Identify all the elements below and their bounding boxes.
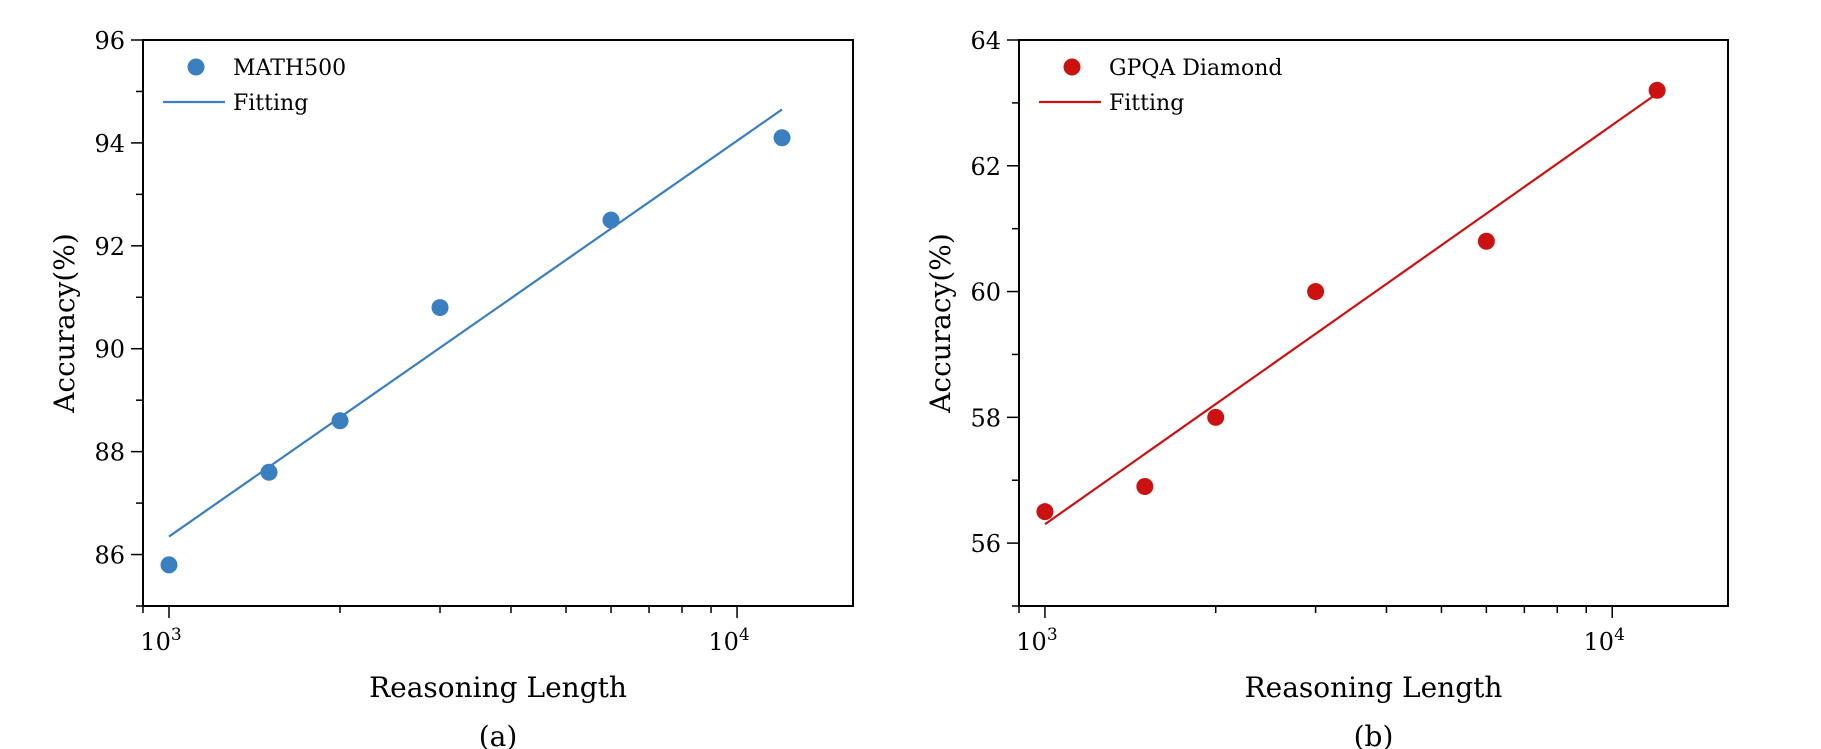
y-tick-label: 64	[970, 27, 1001, 55]
y-axis-title: Accuracy(%)	[48, 233, 81, 414]
legend-label-points: MATH500	[233, 56, 346, 81]
panel-b: 56 58 60 62 64 103 104 Reasoning Length Accuracy…	[924, 27, 1729, 749]
y-axis-title: Accuracy(%)	[924, 233, 957, 414]
x-axis-title: Reasoning Length	[369, 671, 627, 704]
data-point	[602, 211, 620, 229]
legend-label-line: Fitting	[1109, 91, 1184, 116]
y-tick-label: 56	[970, 530, 1001, 558]
data-point	[160, 556, 178, 574]
panel-caption: (a)	[479, 720, 518, 749]
data-point	[1477, 232, 1495, 250]
data-point	[1036, 503, 1054, 521]
x-tick-label: 104	[708, 625, 749, 656]
data-point	[331, 412, 349, 430]
data-point	[431, 299, 449, 317]
panel-a: 86 88 90 92 94 96 103 104 Reasoning Length Accura…	[48, 27, 854, 749]
x-tick-label: 103	[140, 625, 181, 656]
fitting-line	[1044, 92, 1658, 526]
y-tick-label: 58	[970, 404, 1001, 432]
x-tick-label: 104	[1584, 625, 1625, 656]
y-tick-label: 60	[970, 279, 1001, 307]
data-point	[773, 129, 791, 147]
panel-caption: (b)	[1354, 720, 1394, 749]
y-tick-label: 96	[94, 27, 125, 55]
legend-marker-points	[1063, 58, 1081, 76]
x-axis-title: Reasoning Length	[1245, 671, 1503, 704]
data-point	[1648, 81, 1666, 99]
fitting-line	[168, 108, 783, 538]
y-tick-label: 62	[970, 153, 1001, 181]
x-tick-label: 103	[1016, 625, 1057, 656]
data-point	[1207, 408, 1225, 426]
data-point	[1136, 478, 1154, 496]
y-tick-label: 94	[94, 130, 125, 158]
legend-label-points: GPQA Diamond	[1109, 56, 1282, 81]
y-tick-label: 86	[94, 542, 125, 570]
legend-marker-points	[187, 58, 205, 76]
y-tick-label: 92	[94, 233, 125, 261]
legend-label-line: Fitting	[233, 91, 308, 116]
data-point	[1307, 283, 1325, 301]
y-tick-label: 88	[94, 439, 125, 467]
plot-frame	[142, 39, 854, 607]
data-point	[260, 463, 278, 481]
y-tick-label: 90	[94, 336, 125, 364]
plot-frame	[1018, 39, 1729, 607]
